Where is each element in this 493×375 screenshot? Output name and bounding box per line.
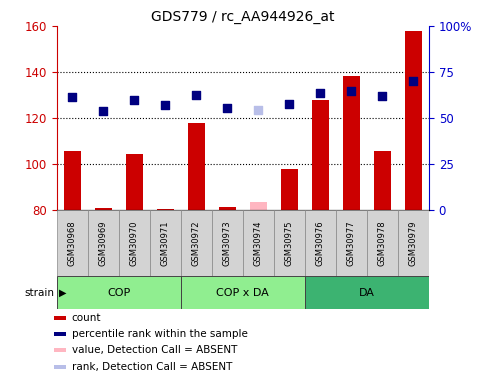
Text: COP: COP [107, 288, 130, 297]
Text: GSM30972: GSM30972 [192, 220, 201, 266]
Bar [150, 210, 181, 276]
Point [130, 97, 138, 103]
Point [379, 93, 387, 99]
Point [254, 107, 262, 113]
Point [68, 94, 76, 100]
Text: GSM30973: GSM30973 [223, 220, 232, 266]
Bar [374, 152, 391, 210]
Point [285, 101, 293, 107]
Bar [243, 210, 274, 276]
Point [348, 88, 355, 94]
Text: GSM30971: GSM30971 [161, 220, 170, 266]
Bar [343, 76, 360, 210]
Text: count: count [71, 313, 101, 322]
Bar [54, 332, 66, 336]
Text: GSM30977: GSM30977 [347, 220, 356, 266]
Bar [188, 123, 205, 210]
Bar [212, 210, 243, 276]
Point [99, 108, 107, 114]
Bar [305, 210, 336, 276]
Text: ▶: ▶ [59, 288, 67, 297]
Bar [219, 207, 236, 210]
Bar [181, 276, 305, 309]
Bar [305, 276, 429, 309]
Bar [281, 169, 298, 210]
Text: GSM30968: GSM30968 [68, 220, 77, 266]
Text: GSM30970: GSM30970 [130, 220, 139, 266]
Text: rank, Detection Call = ABSENT: rank, Detection Call = ABSENT [71, 362, 232, 372]
Text: GSM30974: GSM30974 [254, 220, 263, 266]
Bar [54, 348, 66, 352]
Bar [126, 154, 143, 210]
Text: GSM30969: GSM30969 [99, 220, 108, 266]
Text: percentile rank within the sample: percentile rank within the sample [71, 329, 247, 339]
Bar [157, 209, 174, 210]
Bar [64, 152, 81, 210]
Text: GSM30978: GSM30978 [378, 220, 387, 266]
Point [410, 78, 418, 84]
Text: value, Detection Call = ABSENT: value, Detection Call = ABSENT [71, 345, 237, 355]
Point [223, 105, 231, 111]
Bar [398, 210, 429, 276]
Text: COP x DA: COP x DA [216, 288, 269, 297]
Bar [54, 316, 66, 320]
Point [192, 92, 200, 98]
Bar [119, 210, 150, 276]
Bar [88, 210, 119, 276]
Point [317, 90, 324, 96]
Bar [95, 208, 112, 210]
Text: DA: DA [359, 288, 375, 297]
Bar [181, 210, 212, 276]
Bar [312, 100, 329, 210]
Text: GSM30976: GSM30976 [316, 220, 325, 266]
Bar [367, 210, 398, 276]
Title: GDS779 / rc_AA944926_at: GDS779 / rc_AA944926_at [151, 10, 335, 24]
Bar [405, 31, 422, 210]
Text: strain: strain [24, 288, 54, 297]
Bar [250, 202, 267, 210]
Bar [54, 365, 66, 369]
Bar [274, 210, 305, 276]
Text: GSM30979: GSM30979 [409, 220, 418, 266]
Bar [57, 210, 88, 276]
Text: GSM30975: GSM30975 [285, 220, 294, 266]
Point [161, 102, 169, 108]
Bar [57, 276, 181, 309]
Bar [336, 210, 367, 276]
